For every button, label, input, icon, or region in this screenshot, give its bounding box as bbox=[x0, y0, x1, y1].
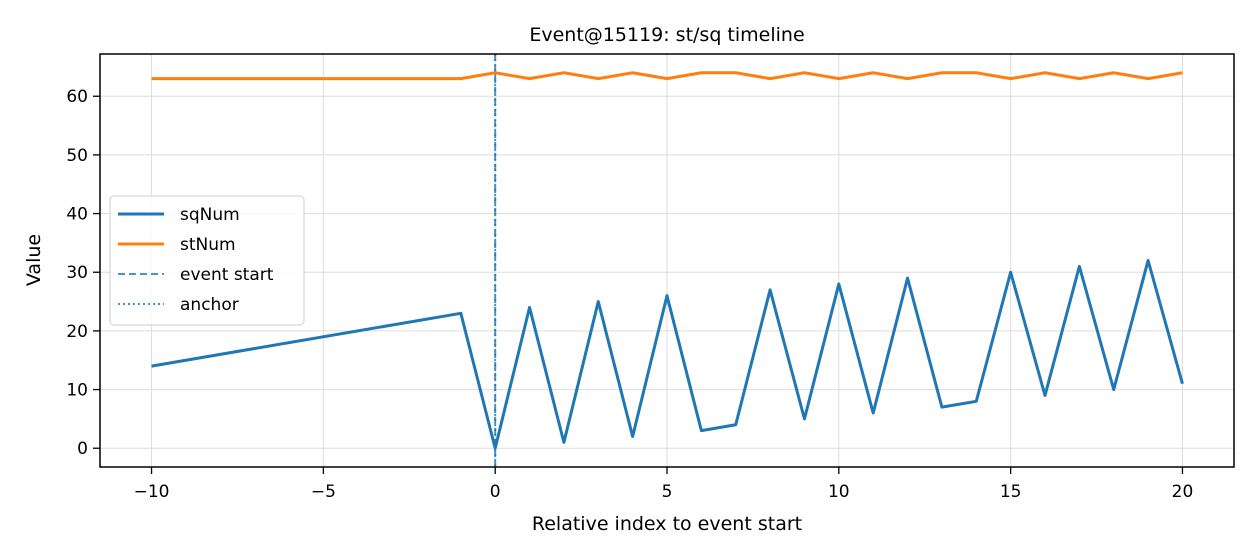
series-lines bbox=[151, 71, 1184, 450]
legend-label: sqNum bbox=[180, 205, 240, 225]
legend-label: event start bbox=[180, 265, 274, 285]
x-tick-label: −5 bbox=[311, 482, 336, 502]
ticks: −10 −5 0 5 10 15 20 0 10 20 30 40 50 60 bbox=[66, 87, 1193, 502]
sqNum-line bbox=[151, 259, 1184, 450]
x-tick-label: 0 bbox=[490, 482, 501, 502]
x-axis-label: Relative index to event start bbox=[532, 513, 802, 535]
y-tick-label: 20 bbox=[66, 322, 88, 342]
chart-title: Event@15119: st/sq timeline bbox=[529, 24, 804, 46]
x-tick-label: −10 bbox=[134, 482, 170, 502]
legend: sqNum stNum event start anchor bbox=[109, 195, 305, 326]
legend-label: stNum bbox=[180, 235, 236, 255]
x-tick-label: 15 bbox=[1000, 482, 1022, 502]
y-axis-label: Value bbox=[23, 234, 45, 286]
legend-entries: sqNum stNum event start anchor bbox=[118, 205, 274, 315]
stNum-line bbox=[151, 71, 1183, 81]
y-tick-label: 30 bbox=[66, 263, 88, 283]
x-tick-label: 10 bbox=[828, 482, 850, 502]
x-tick-label: 20 bbox=[1172, 482, 1194, 502]
x-tick-label: 5 bbox=[662, 482, 673, 502]
legend-box bbox=[109, 195, 305, 326]
y-tick-label: 40 bbox=[66, 205, 88, 225]
y-tick-label: 0 bbox=[77, 439, 88, 459]
y-tick-label: 10 bbox=[66, 381, 88, 401]
y-tick-label: 50 bbox=[66, 146, 88, 166]
legend-label: anchor bbox=[180, 295, 239, 315]
y-tick-label: 60 bbox=[66, 87, 88, 107]
